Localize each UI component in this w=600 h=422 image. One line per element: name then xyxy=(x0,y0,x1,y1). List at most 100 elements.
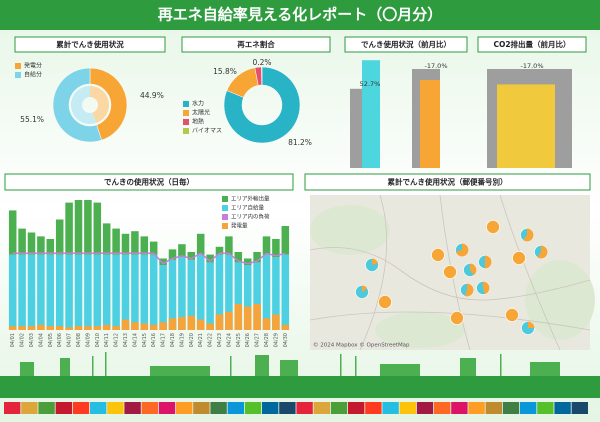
x-tick-label: 04/26 xyxy=(245,333,251,347)
marker-share xyxy=(378,295,392,309)
stacked-bar xyxy=(18,228,26,255)
overlay-bar xyxy=(243,306,252,330)
stacked-bar xyxy=(8,210,17,255)
x-tick-label: 04/27 xyxy=(255,333,261,347)
sdg-block xyxy=(107,402,124,414)
change-label: -17.0% xyxy=(425,62,448,70)
stacked-bar xyxy=(84,200,92,255)
marker-share xyxy=(470,263,477,276)
legend-swatch xyxy=(15,72,21,78)
overlay-bar xyxy=(8,326,17,330)
stacked-bar xyxy=(131,231,139,255)
data-label: 55.1% xyxy=(20,115,44,124)
stacked-bar xyxy=(178,244,186,258)
sdg-block xyxy=(90,402,107,414)
data-label: 81.2% xyxy=(288,138,312,147)
sdg-block xyxy=(348,402,365,414)
marker-share xyxy=(372,258,379,265)
legend-label: エリア自給量 xyxy=(231,204,265,212)
panel-title-box xyxy=(304,173,591,191)
change-label: 52.7% xyxy=(360,80,381,88)
overlay-bar xyxy=(272,314,280,330)
x-tick-label: 04/13 xyxy=(123,333,129,347)
donut-segment xyxy=(223,66,301,144)
stacked-bar xyxy=(215,246,224,255)
legend-swatch xyxy=(222,205,228,211)
marker-share xyxy=(455,243,469,257)
panel-title: CO2排出量（前月比） xyxy=(493,39,570,49)
data-label: 0.2% xyxy=(252,58,271,67)
stacked-bar xyxy=(112,254,120,330)
overlay-bar xyxy=(112,326,120,330)
sdg-block xyxy=(520,402,537,414)
stacked-bar xyxy=(121,233,130,255)
legend-label: 太陽光 xyxy=(192,109,210,117)
overlay-bar xyxy=(102,324,111,330)
x-tick-label: 04/14 xyxy=(132,333,138,347)
stacked-bar xyxy=(74,200,83,255)
marker-share xyxy=(485,255,492,269)
marker-share xyxy=(450,311,464,325)
sdg-block xyxy=(554,402,571,414)
marker-share xyxy=(523,228,534,242)
legend-swatch xyxy=(183,110,189,116)
x-tick-label: 04/11 xyxy=(104,333,110,347)
stacked-bar xyxy=(37,236,45,255)
attribution: © 2024 Mapbox © OpenStreetMap xyxy=(313,342,410,349)
sdg-block xyxy=(502,402,520,414)
data-label: 44.9% xyxy=(140,91,164,100)
stacked-bar xyxy=(168,259,177,330)
x-tick-label: 04/01 xyxy=(10,333,16,347)
x-tick-label: 04/12 xyxy=(114,333,120,347)
sdg-block xyxy=(227,402,244,414)
data-label: 15.8% xyxy=(213,67,237,76)
legend-label: 地熱 xyxy=(192,118,204,126)
overlay-bar xyxy=(84,326,92,330)
stacked-bar xyxy=(131,254,139,330)
marker-share xyxy=(362,285,368,292)
sdg-block xyxy=(193,402,210,414)
legend-label: 自給分 xyxy=(24,71,42,79)
legend-label: 水力 xyxy=(192,100,204,108)
stacked-bar xyxy=(196,254,205,330)
stacked-bar xyxy=(93,254,102,330)
marker-share xyxy=(537,245,548,259)
sdg-block xyxy=(434,402,451,414)
sdg-block xyxy=(176,402,193,414)
marker-share xyxy=(512,251,526,265)
legend-swatch xyxy=(222,214,228,220)
overlay-bar xyxy=(178,317,186,330)
sdg-block xyxy=(296,402,313,414)
sdg-block xyxy=(537,402,554,414)
donut-segment xyxy=(89,67,128,141)
stacked-bar xyxy=(178,257,186,330)
legend-swatch xyxy=(222,223,228,229)
x-tick-label: 04/23 xyxy=(217,333,223,347)
stacked-bar xyxy=(37,254,45,330)
inner-segment xyxy=(70,86,96,125)
stacked-bar xyxy=(243,265,252,330)
stacked-bar xyxy=(84,254,92,330)
marker-share xyxy=(431,248,445,262)
sdg-block xyxy=(4,402,21,414)
legend-label: バイオマス xyxy=(192,128,222,135)
stacked-bar xyxy=(102,254,111,330)
stacked-bar xyxy=(27,232,36,255)
stacked-bar xyxy=(102,223,111,255)
change-label: -17.0% xyxy=(521,62,544,70)
panel-title-box xyxy=(477,36,587,53)
overlay-bar xyxy=(196,319,205,330)
panel-title: 累計でんき使用状況（郵便番号別） xyxy=(388,177,508,187)
legend-swatch xyxy=(15,63,21,69)
overlay-bar xyxy=(234,304,243,330)
overlay-bar xyxy=(225,311,233,330)
panel-title: 累計でんき使用状況 xyxy=(56,39,124,49)
sdg-block xyxy=(141,402,158,414)
panel-title-box xyxy=(14,36,166,53)
sdg-block xyxy=(210,402,227,414)
marker-share xyxy=(505,308,519,322)
stacked-bar xyxy=(272,257,280,330)
x-tick-label: 04/02 xyxy=(20,333,26,347)
x-tick-label: 04/25 xyxy=(236,333,242,347)
stacked-bar xyxy=(206,262,214,330)
